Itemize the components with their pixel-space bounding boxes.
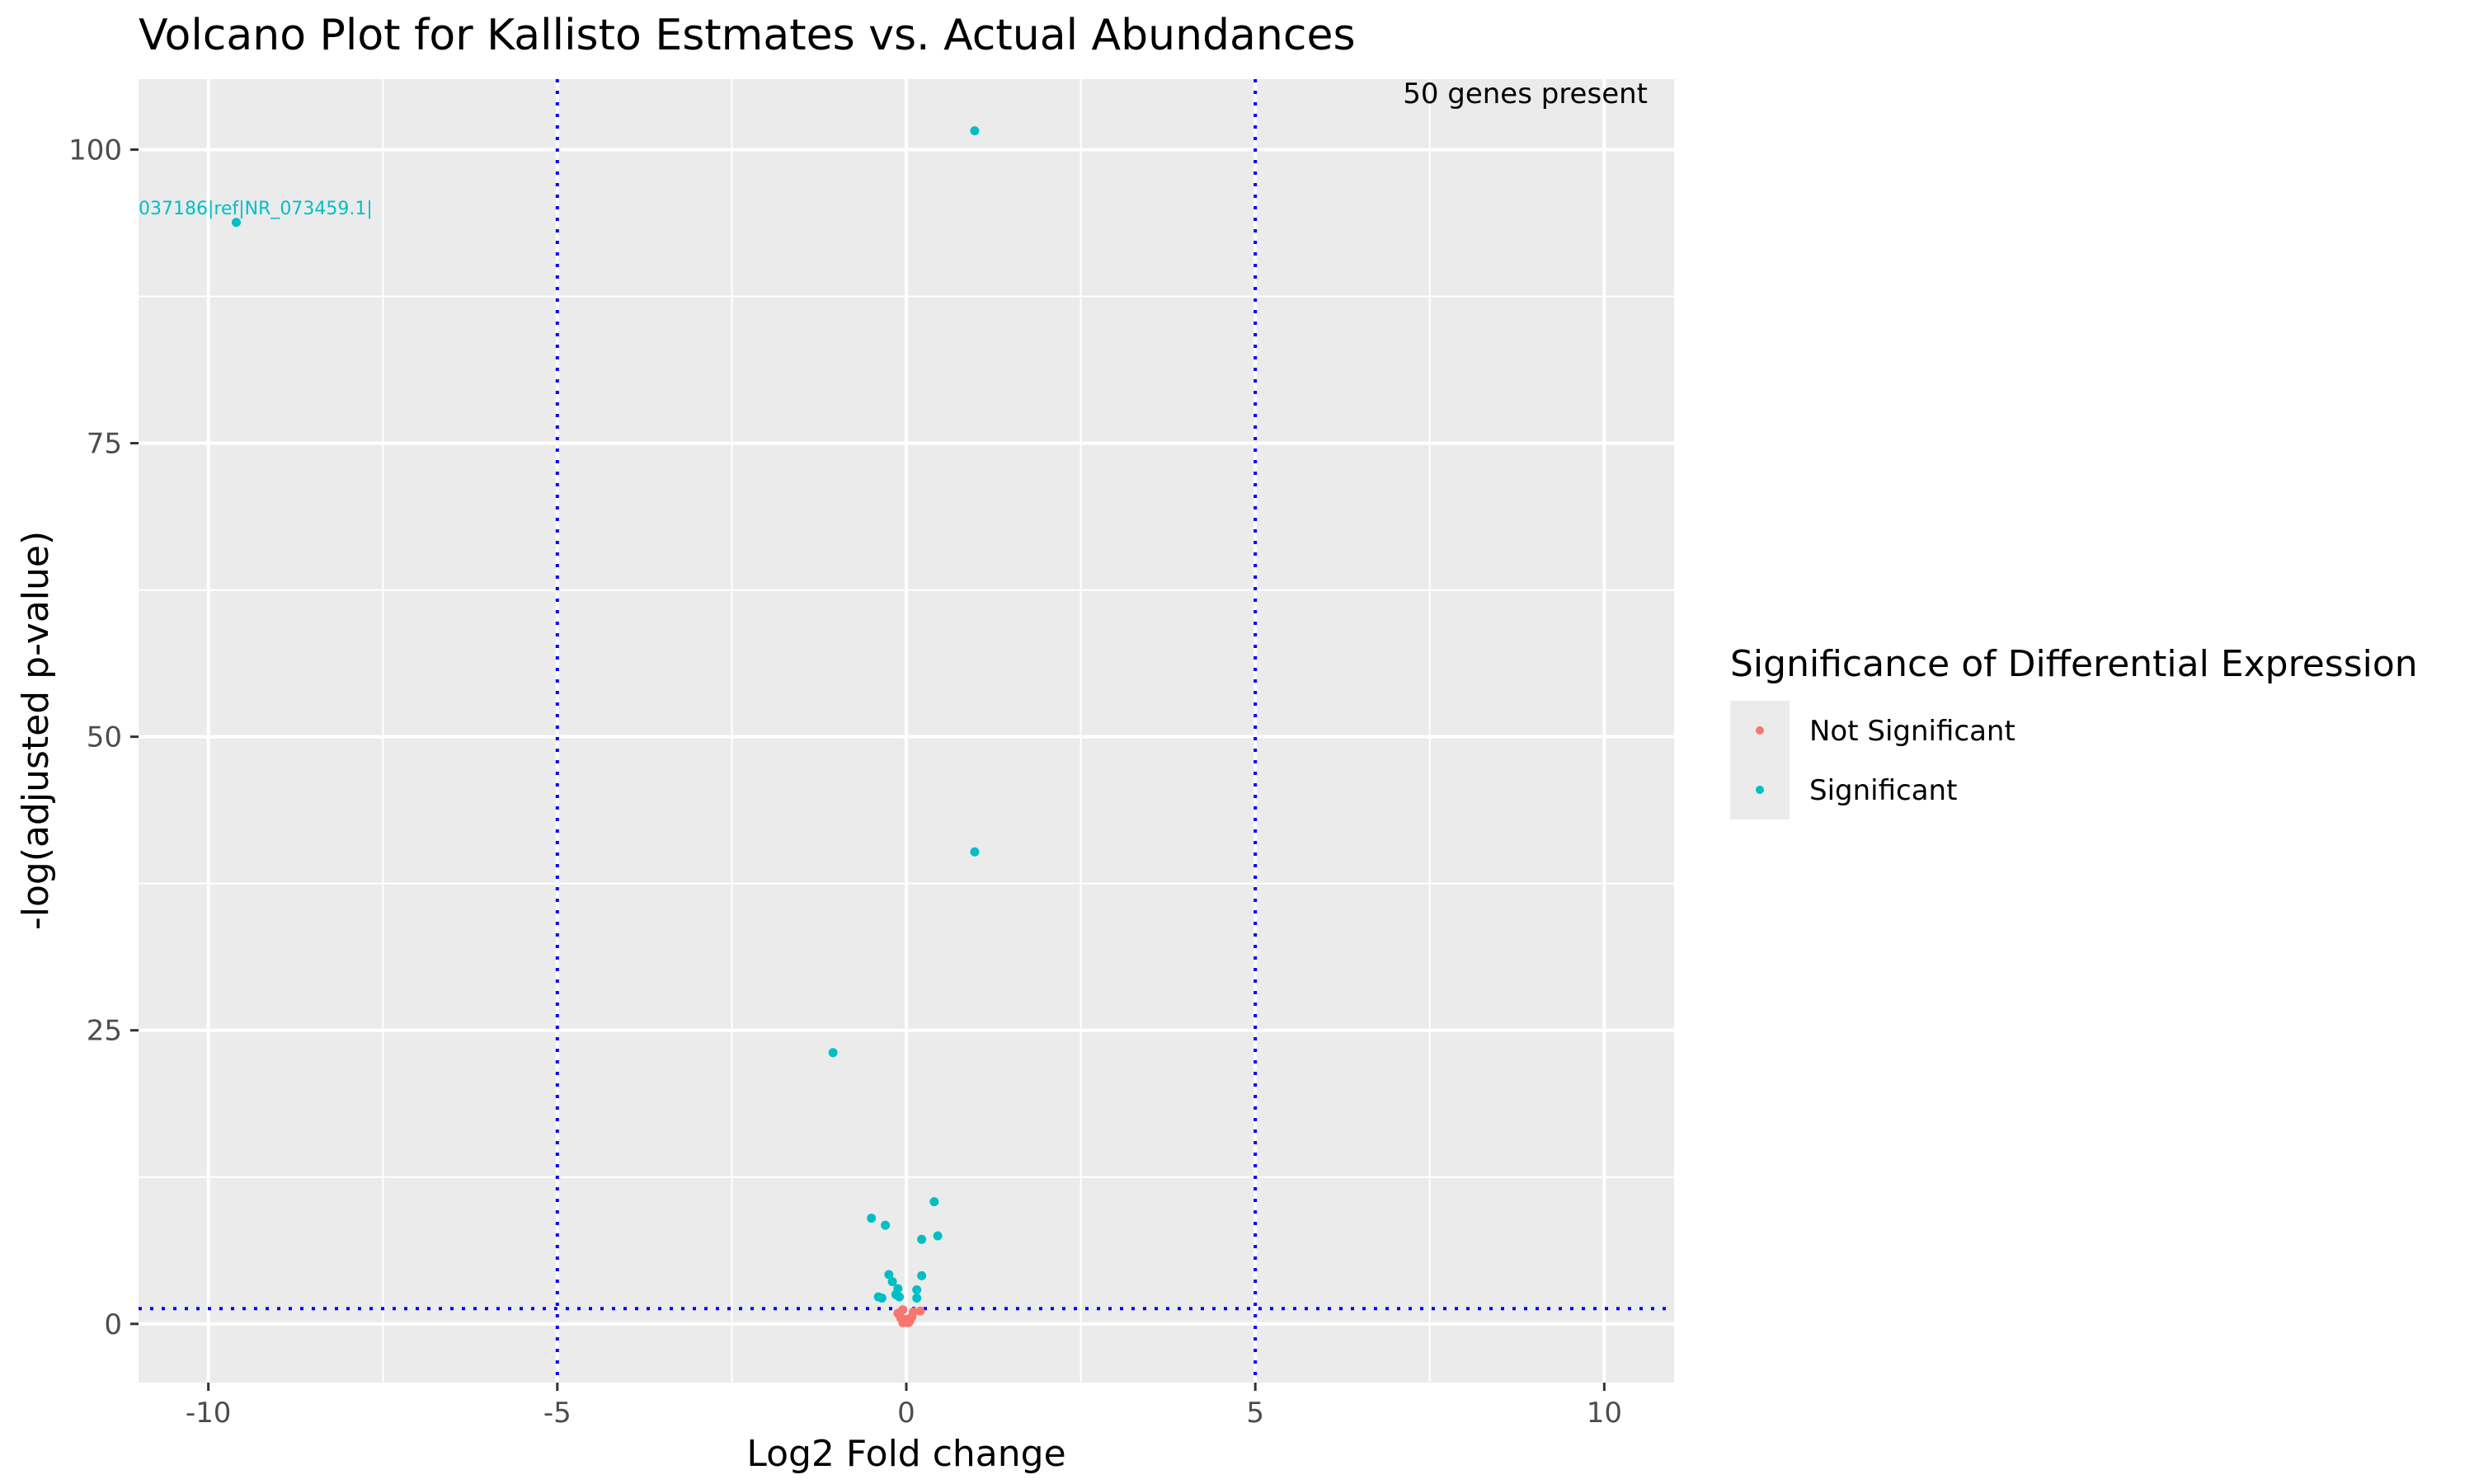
- point-significant: [917, 1234, 927, 1244]
- point-significant: [231, 218, 241, 228]
- x-axis-title: Log2 Fold change: [746, 1433, 1065, 1475]
- legend-dot-not-significant: [1756, 726, 1764, 735]
- point-not-significant: [915, 1306, 925, 1316]
- y-tick-label: 0: [104, 1308, 122, 1341]
- point-significant: [917, 1270, 927, 1280]
- data-points: [231, 126, 980, 1327]
- x-axis-ticks: -10 -5 0 5 10: [186, 1383, 1622, 1430]
- point-label: 037186|ref|NR_073459.1|: [139, 199, 373, 219]
- chart-title: Volcano Plot for Kallisto Estmates vs. A…: [139, 11, 1356, 60]
- legend-dot-significant: [1756, 786, 1764, 794]
- x-tick-label: -10: [186, 1397, 232, 1430]
- x-tick-label: 10: [1587, 1397, 1622, 1430]
- threshold-lines: [139, 79, 1674, 1383]
- point-not-significant: [904, 1317, 914, 1327]
- genes-present-annotation: 50 genes present: [1403, 77, 1648, 110]
- y-axis-title: -log(adjusted p-value): [15, 531, 57, 930]
- x-tick-label: 0: [897, 1397, 915, 1430]
- point-significant: [877, 1293, 887, 1303]
- y-tick-label: 75: [87, 428, 122, 461]
- y-tick-label: 25: [87, 1015, 122, 1048]
- x-tick-label: -5: [543, 1397, 571, 1430]
- point-significant: [881, 1220, 891, 1230]
- legend-title: Significance of Differential Expression: [1730, 643, 2418, 685]
- legend-label-not-significant: Not Significant: [1809, 715, 2015, 748]
- point-significant: [970, 847, 980, 857]
- legend-label-significant: Significant: [1809, 774, 1957, 807]
- point-significant: [867, 1214, 877, 1223]
- y-tick-label: 50: [87, 721, 122, 754]
- point-significant: [933, 1231, 943, 1241]
- point-significant: [912, 1284, 922, 1294]
- point-significant: [895, 1292, 905, 1302]
- point-significant: [929, 1197, 939, 1207]
- legend: Significance of Differential Expression …: [1730, 643, 2418, 819]
- point-significant: [884, 1270, 894, 1280]
- y-tick-label: 100: [68, 134, 122, 167]
- point-not-significant: [896, 1313, 905, 1323]
- point-significant: [912, 1293, 922, 1303]
- point-significant: [887, 1277, 897, 1287]
- point-significant: [828, 1048, 838, 1058]
- x-tick-label: 5: [1246, 1397, 1264, 1430]
- point-significant: [970, 126, 980, 136]
- y-axis-ticks: 0 25 50 75 100: [68, 134, 139, 1341]
